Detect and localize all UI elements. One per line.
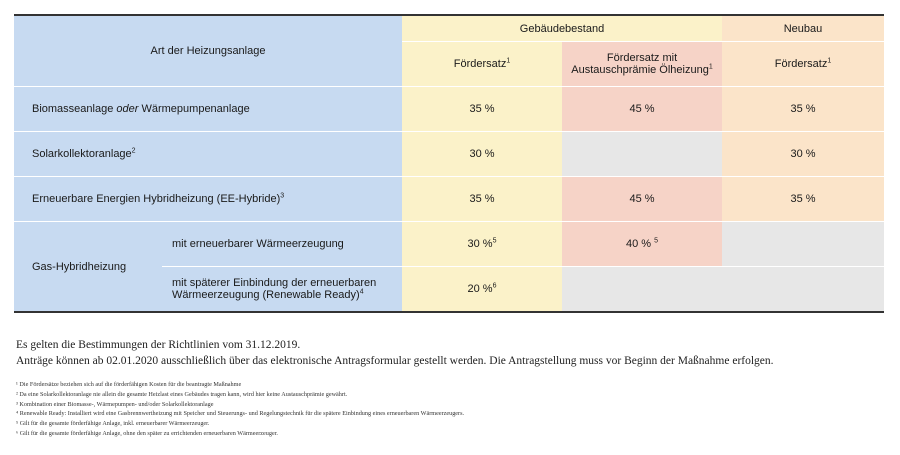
table-row: Biomasseanlage oder Wärmepumpenanlage 35… — [14, 86, 885, 132]
footnote: ⁶ Gilt für die gesamte förderfähige Anla… — [16, 429, 278, 437]
foerdersatz-header: Fördersatz1 — [402, 41, 562, 87]
table-row: Solarkollektoranlage2 30 % 30 % — [14, 131, 885, 177]
foerdersatz-austausch-header: Fördersatz mit Austauschprämie Ölheizung1 — [562, 41, 723, 87]
cell-bestand: 20 %6 — [402, 266, 562, 312]
footnote: ³ Kombination einer Biomasse-, Wärmepump… — [16, 400, 214, 408]
notes-block: Es gelten die Bestimmungen der Richtlini… — [16, 337, 886, 369]
cell-neubau-empty — [722, 221, 885, 267]
cell-neubau: 35 % — [722, 176, 885, 222]
row-label-biomasse: Biomasseanlage oder Wärmepumpenanlage — [14, 86, 402, 132]
footnotes-block: ¹ Die Fördersätze beziehen sich auf die … — [16, 380, 886, 439]
row-label-solar: Solarkollektoranlage2 — [14, 131, 402, 177]
row-label-gas-hybrid: Gas-Hybridheizung — [14, 221, 162, 312]
header-row-2: Fördersatz1 Fördersatz mit Austauschprämi… — [14, 41, 885, 87]
funding-table-container: Art der Heizungsanlage Gebäudebestand Ne… — [14, 14, 885, 313]
footnote: ⁴ Renewable Ready: Installiert wird eine… — [16, 410, 465, 418]
table-row: Erneuerbare Energien Hybridheizung (EE-H… — [14, 176, 885, 222]
footnote: ¹ Die Fördersätze beziehen sich auf die … — [16, 381, 242, 388]
row-sublabel-renewable-ready: mit späterer Einbindung der erneuerbaren… — [162, 266, 402, 312]
row-label-ee-hybride: Erneuerbare Energien Hybridheizung (EE-H… — [14, 176, 402, 222]
cell-austausch: 45 % — [562, 176, 723, 222]
funding-table: Art der Heizungsanlage Gebäudebestand Ne… — [14, 14, 885, 313]
cell-austausch-empty — [562, 131, 723, 177]
cell-bestand: 30 % — [402, 131, 562, 177]
footnote: ⁵ Gilt für die gesamte förderfähige Anla… — [16, 420, 210, 428]
footnote: ² Da eine Solarkollektoranlage nie allei… — [16, 390, 348, 398]
cell-austausch: 45 % — [562, 86, 723, 132]
cell-bestand: 30 %5 — [402, 221, 562, 267]
note-richtlinien: Es gelten die Bestimmungen der Richtlini… — [16, 339, 301, 351]
neubau-foerdersatz-header: Fördersatz1 — [722, 41, 885, 87]
note-antraege: Anträge können ab 02.01.2020 ausschließl… — [16, 355, 774, 367]
table-row: mit späterer Einbindung der erneuerbaren… — [14, 266, 885, 312]
cell-bestand: 35 % — [402, 176, 562, 222]
art-heizungsanlage-header: Art der Heizungsanlage — [14, 14, 402, 87]
gebaeudebestand-header: Gebäudebestand — [402, 14, 723, 42]
header-row-1: Art der Heizungsanlage Gebäudebestand Ne… — [14, 14, 885, 87]
cell-neubau: 30 % — [722, 131, 885, 177]
table-row: Gas-Hybridheizung mit erneuerbarer Wärme… — [14, 221, 885, 312]
neubau-header: Neubau — [722, 14, 885, 42]
row-sublabel-erneuerbar: mit erneuerbarer Wärmeerzeugung — [162, 221, 402, 267]
cell-bestand: 35 % — [402, 86, 562, 132]
cell-austausch: 40 % 5 — [562, 221, 723, 267]
cell-neubau: 35 % — [722, 86, 885, 132]
cell-empty-merged — [562, 266, 885, 312]
